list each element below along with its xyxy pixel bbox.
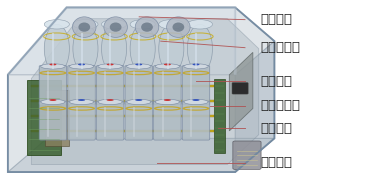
Ellipse shape: [41, 99, 65, 105]
Ellipse shape: [78, 99, 85, 101]
Ellipse shape: [141, 22, 153, 32]
Text: 电池管理: 电池管理: [260, 75, 292, 88]
Polygon shape: [31, 19, 259, 165]
Ellipse shape: [164, 99, 171, 101]
Ellipse shape: [127, 64, 151, 69]
Text: 电压控制: 电压控制: [260, 156, 292, 169]
Ellipse shape: [102, 20, 127, 29]
FancyBboxPatch shape: [233, 141, 261, 169]
Ellipse shape: [184, 64, 208, 69]
Ellipse shape: [167, 17, 190, 37]
Polygon shape: [27, 80, 61, 155]
FancyBboxPatch shape: [96, 101, 124, 140]
Polygon shape: [45, 90, 69, 146]
Polygon shape: [31, 130, 214, 132]
FancyBboxPatch shape: [68, 101, 95, 140]
FancyBboxPatch shape: [96, 66, 124, 105]
Ellipse shape: [73, 20, 98, 29]
Ellipse shape: [159, 20, 184, 29]
Ellipse shape: [135, 17, 159, 37]
Polygon shape: [229, 52, 253, 131]
FancyBboxPatch shape: [182, 66, 210, 105]
Ellipse shape: [41, 64, 65, 69]
Ellipse shape: [187, 20, 212, 29]
Ellipse shape: [98, 99, 122, 105]
Ellipse shape: [192, 64, 200, 65]
FancyBboxPatch shape: [68, 66, 95, 105]
Ellipse shape: [155, 64, 180, 69]
FancyBboxPatch shape: [154, 101, 181, 140]
Ellipse shape: [49, 64, 56, 65]
Ellipse shape: [69, 99, 94, 105]
Polygon shape: [214, 79, 225, 153]
Ellipse shape: [127, 99, 151, 105]
Ellipse shape: [135, 99, 142, 101]
Ellipse shape: [102, 24, 127, 73]
Ellipse shape: [98, 64, 122, 69]
Ellipse shape: [159, 24, 184, 73]
Text: 电池单元组: 电池单元组: [260, 41, 300, 54]
Ellipse shape: [44, 24, 69, 73]
Ellipse shape: [184, 99, 208, 105]
Text: 冷却模块: 冷却模块: [260, 13, 292, 26]
Ellipse shape: [192, 99, 200, 101]
Ellipse shape: [104, 17, 127, 37]
Ellipse shape: [164, 64, 171, 65]
Ellipse shape: [130, 24, 155, 73]
Ellipse shape: [69, 64, 94, 69]
Ellipse shape: [187, 24, 212, 73]
Ellipse shape: [44, 20, 69, 29]
Text: 冷却剂接口: 冷却剂接口: [260, 99, 300, 112]
FancyBboxPatch shape: [39, 101, 67, 140]
Polygon shape: [31, 115, 214, 117]
FancyBboxPatch shape: [232, 83, 248, 94]
Ellipse shape: [107, 64, 114, 65]
Ellipse shape: [73, 17, 96, 37]
Polygon shape: [8, 7, 274, 172]
Text: 高压接口: 高压接口: [260, 122, 292, 135]
Ellipse shape: [110, 22, 122, 32]
Polygon shape: [8, 7, 235, 75]
FancyBboxPatch shape: [182, 101, 210, 140]
Ellipse shape: [155, 99, 180, 105]
FancyBboxPatch shape: [125, 66, 152, 105]
Ellipse shape: [78, 22, 90, 32]
Polygon shape: [31, 100, 214, 102]
Polygon shape: [8, 138, 274, 172]
Polygon shape: [31, 85, 214, 87]
FancyBboxPatch shape: [39, 66, 67, 105]
FancyBboxPatch shape: [154, 66, 181, 105]
Ellipse shape: [49, 99, 56, 101]
Ellipse shape: [135, 64, 142, 65]
Ellipse shape: [73, 24, 98, 73]
FancyBboxPatch shape: [125, 101, 152, 140]
Ellipse shape: [78, 64, 85, 65]
Polygon shape: [235, 41, 274, 172]
Ellipse shape: [172, 22, 184, 32]
Ellipse shape: [130, 20, 155, 29]
Ellipse shape: [107, 99, 114, 101]
